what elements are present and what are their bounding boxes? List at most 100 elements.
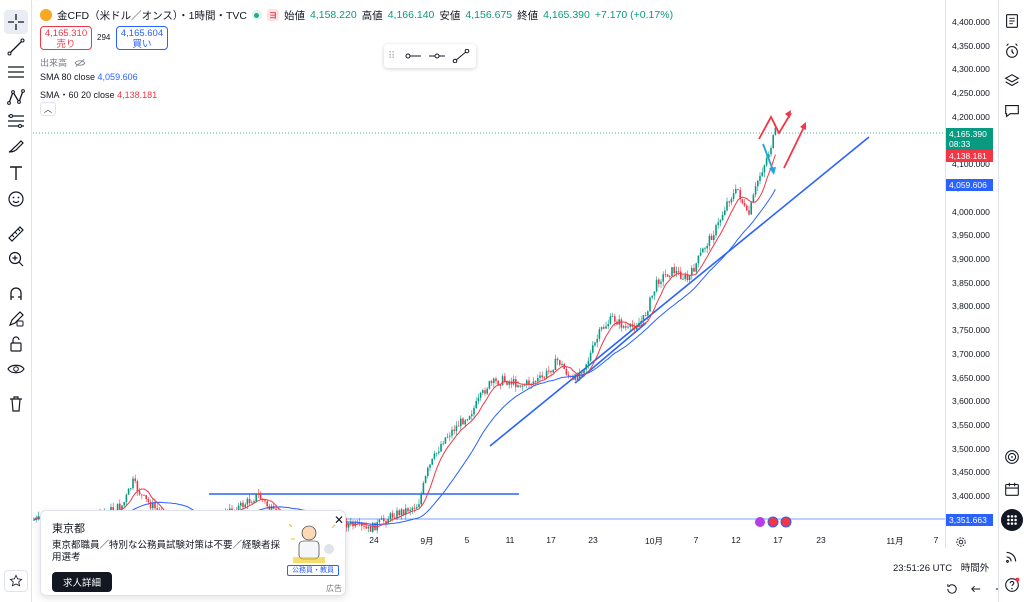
candle-body	[565, 368, 568, 375]
crosshair-tool-icon[interactable]	[4, 10, 28, 34]
candle-body	[576, 374, 579, 380]
candle-body	[138, 491, 141, 495]
chat-icon[interactable]	[1001, 100, 1023, 122]
hidden-eye-icon[interactable]	[74, 58, 86, 70]
sell-button[interactable]: 4,165.310 売り	[40, 26, 92, 50]
market-status-icon	[251, 10, 262, 20]
candle-body	[757, 180, 759, 187]
zoom-in-icon[interactable]	[4, 247, 28, 271]
ad-cta-button[interactable]: 求人詳細	[52, 572, 112, 592]
horizontal-lines-tool-icon[interactable]	[4, 60, 28, 84]
time-tick: 23	[816, 535, 826, 545]
eye-icon[interactable]	[4, 357, 28, 381]
fib-tool-icon[interactable]	[4, 110, 28, 134]
candle-body	[154, 502, 156, 509]
ray-line-icon[interactable]	[404, 49, 422, 63]
candle-body	[550, 370, 552, 373]
candle-body	[466, 419, 469, 421]
extended-line-icon[interactable]	[428, 49, 446, 63]
text-tool-icon[interactable]	[4, 161, 28, 185]
help-icon[interactable]	[1001, 574, 1023, 596]
candle-body	[141, 494, 143, 496]
ad-tag: 公務員・教員	[287, 565, 339, 576]
candle-body	[664, 274, 667, 276]
candle-body	[134, 478, 136, 482]
alarm-clock-icon[interactable]	[1001, 40, 1023, 62]
time-tick: 17	[546, 535, 556, 545]
candle-body	[490, 381, 493, 383]
ruler-tool-icon[interactable]	[4, 222, 28, 246]
candle-body	[589, 352, 592, 361]
emoji-tool-icon[interactable]	[4, 187, 28, 211]
ad-close-icon[interactable]: ✕	[334, 513, 345, 527]
candle-body	[266, 501, 268, 507]
candle-body	[449, 435, 451, 437]
sma-80-legend[interactable]: SMA 80 close 4,059.606	[40, 72, 138, 82]
time-tick: 24	[369, 535, 379, 545]
sma-20-legend[interactable]: SMA・60 20 close 4,138.181	[40, 88, 157, 101]
segment-line-icon[interactable]	[452, 49, 470, 63]
low-value: 4,156.675	[465, 9, 513, 21]
brush-tool-icon[interactable]	[4, 135, 28, 159]
sma-20-price-tag: 4,138.181	[946, 150, 993, 162]
settings-gear-icon[interactable]	[955, 535, 967, 547]
high-value: 4,166.140	[387, 9, 435, 21]
arrow-left-icon[interactable]	[969, 582, 983, 596]
candle-body	[669, 276, 671, 277]
magnet-icon[interactable]	[4, 282, 28, 306]
volume-legend[interactable]: 出来高	[40, 56, 86, 70]
price-axis[interactable]: 3,350.0003,400.0003,450.0003,500.0003,55…	[945, 0, 998, 548]
candle-body	[369, 526, 372, 532]
candle-body	[673, 267, 675, 274]
utc-clock[interactable]: 23:51:26 UTC 時間外	[893, 560, 989, 574]
candle-body	[662, 274, 664, 282]
favorites-star-icon[interactable]	[4, 570, 28, 592]
trash-icon[interactable]	[4, 392, 28, 416]
arrowhead-icon	[800, 122, 806, 130]
candle-body	[765, 158, 768, 166]
drag-handle-icon[interactable]: ⠿	[388, 50, 395, 62]
candle-body	[627, 326, 629, 328]
broadcast-icon[interactable]	[1001, 545, 1023, 567]
calendar-icon[interactable]	[1001, 478, 1023, 500]
candle-body	[688, 275, 691, 281]
red-zigzag-arrow[interactable]	[758, 112, 792, 140]
candle-body	[699, 252, 702, 256]
candle-body	[605, 326, 607, 329]
time-axis[interactable]: 24 9月 5 11 17 23 10月 7 12 17 23 11月 7	[33, 532, 945, 548]
lock-icon[interactable]	[4, 332, 28, 356]
time-tick: 11	[505, 535, 515, 545]
candle-body	[521, 385, 524, 387]
candle-body	[493, 378, 495, 383]
target-icon[interactable]	[1001, 446, 1023, 468]
us-flag-event-icon[interactable]	[780, 516, 792, 528]
candle-body	[453, 429, 455, 432]
time-tick: 7	[693, 535, 699, 545]
candle-body	[539, 375, 541, 378]
apps-grid-icon[interactable]	[1001, 509, 1023, 531]
trend-line-lower[interactable]	[489, 136, 870, 447]
ad-body: 東京都職員／特別な公務員試験対策は不要／経験者採用選考	[52, 540, 281, 563]
pattern-tool-icon[interactable]	[4, 85, 28, 109]
watchlist-icon[interactable]	[1001, 10, 1023, 32]
symbol-title[interactable]: 金CFD（米ドル／オンス）・1時間・TVC	[57, 9, 247, 22]
event-marker-icon[interactable]	[755, 517, 765, 527]
lock-drawings-pencil-icon[interactable]	[4, 307, 28, 331]
red-arrow[interactable]	[783, 126, 805, 169]
layers-icon[interactable]	[1001, 70, 1023, 92]
price-chart-canvas[interactable]	[33, 0, 945, 548]
buy-button[interactable]: 4,165.604 買い	[116, 26, 168, 50]
candle-body	[594, 342, 596, 346]
candle-body	[251, 502, 253, 504]
candle-body	[649, 297, 651, 312]
candle-body	[240, 502, 242, 506]
candle-body	[244, 504, 246, 508]
trend-line-tool-icon[interactable]	[4, 35, 28, 59]
us-flag-event-icon[interactable]	[767, 516, 779, 528]
collapse-legend-button[interactable]: ︿	[40, 102, 56, 116]
reset-icon[interactable]	[945, 582, 959, 596]
candle-body	[143, 494, 145, 496]
market-badge: ヨ	[266, 9, 279, 21]
blue-arrow[interactable]	[762, 143, 774, 171]
candle-body	[488, 381, 491, 389]
